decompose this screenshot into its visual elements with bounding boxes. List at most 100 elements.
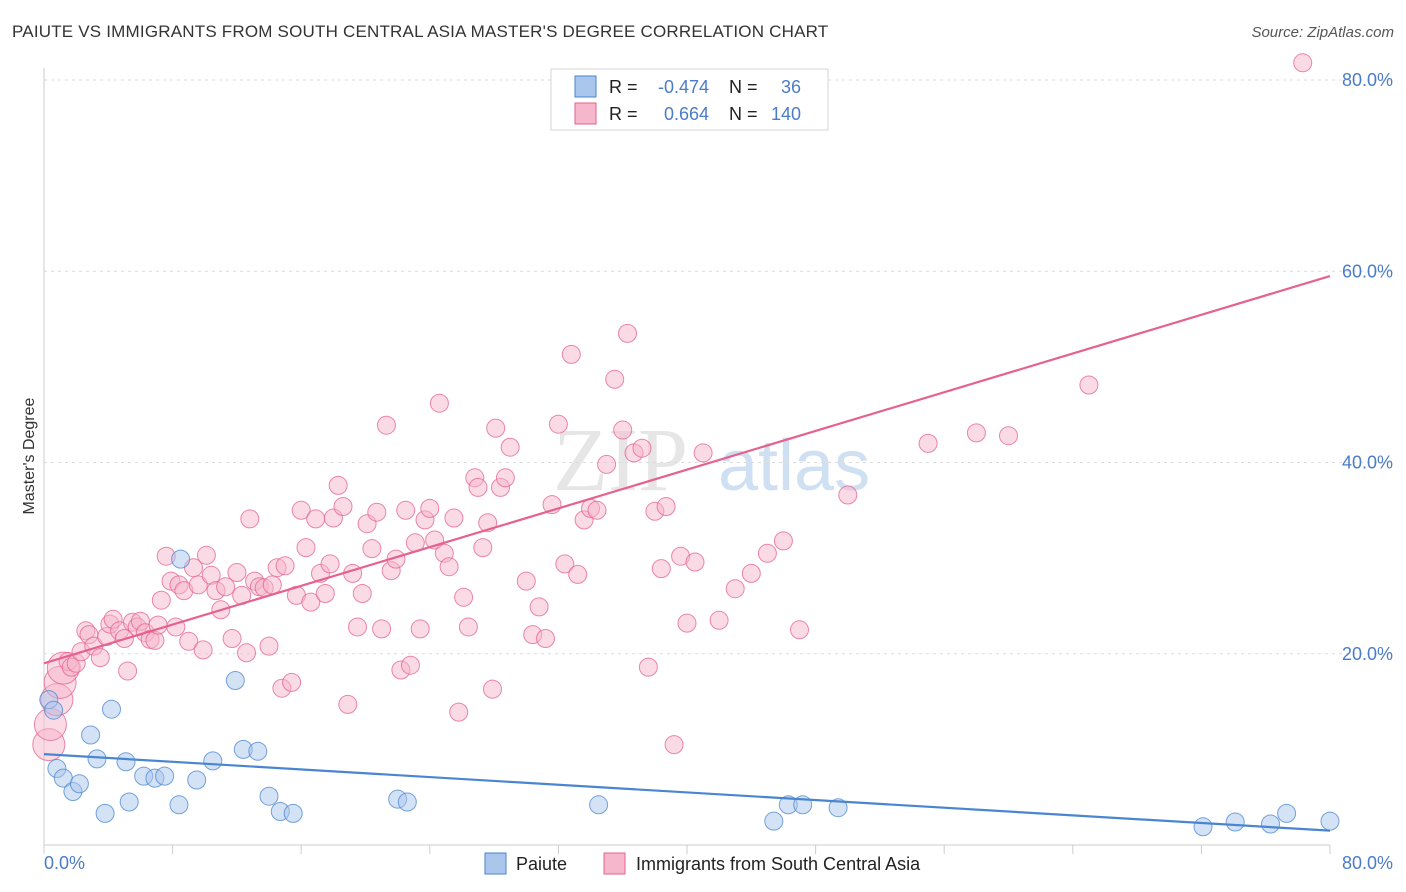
immigrants-point-103 xyxy=(529,597,549,617)
trend-lines xyxy=(43,274,1331,832)
immigrants-point-45 xyxy=(240,509,260,529)
immigrants-point-69 xyxy=(352,584,372,603)
immigrants-point-107 xyxy=(555,554,575,574)
stats-legend-immigrants-n-value: 140 xyxy=(771,104,801,124)
y-tick-label-1: 40.0% xyxy=(1342,453,1393,473)
immigrants-point-64 xyxy=(328,475,348,495)
immigrants-trend-line xyxy=(43,274,1331,665)
immigrants-point-56 xyxy=(291,500,311,520)
stats-legend-immigrants-r-label: R = xyxy=(609,104,638,124)
paiute-points xyxy=(39,549,1340,837)
paiute-point-8 xyxy=(95,803,115,823)
paiute-point-7 xyxy=(87,749,107,769)
immigrants-point-18 xyxy=(118,661,138,681)
immigrants-point-108 xyxy=(561,344,581,364)
paiute-point-28 xyxy=(764,811,784,831)
immigrants-point-131 xyxy=(757,543,777,563)
stats-legend-paiute-swatch xyxy=(574,75,597,98)
immigrants-point-136 xyxy=(966,423,986,443)
legend-immigrants-label: Immigrants from South Central Asia xyxy=(636,854,921,874)
paiute-point-1 xyxy=(44,700,64,720)
immigrants-point-62 xyxy=(320,554,340,574)
immigrants-point-129 xyxy=(725,579,745,599)
immigrants-point-26 xyxy=(151,590,171,610)
immigrants-point-24 xyxy=(145,630,165,650)
immigrants-point-36 xyxy=(196,545,216,565)
immigrants-point-112 xyxy=(587,500,607,520)
immigrants-point-118 xyxy=(632,438,652,458)
immigrants-point-134 xyxy=(838,485,858,505)
paiute-point-15 xyxy=(169,795,189,815)
paiute-point-32 xyxy=(1193,817,1213,837)
stats-legend-immigrants-n-label: N = xyxy=(729,104,758,124)
immigrants-point-54 xyxy=(282,672,302,692)
immigrants-point-72 xyxy=(367,502,387,522)
immigrants-point-83 xyxy=(420,498,440,518)
stats-legend-immigrants-swatch xyxy=(574,102,597,125)
paiute-point-34 xyxy=(1261,814,1280,834)
stats-legend-box xyxy=(550,68,829,131)
immigrants-point-133 xyxy=(790,620,809,640)
paiute-point-6 xyxy=(81,725,101,745)
immigrants-point-42 xyxy=(227,563,247,582)
immigrants-point-119 xyxy=(638,657,658,677)
immigrants-point-79 xyxy=(401,655,420,675)
y-axis-label: Master's Degree xyxy=(21,397,38,514)
y-tick-labels: 20.0% 40.0% 60.0% 80.0% xyxy=(1342,70,1393,664)
grid-lines xyxy=(44,79,1393,655)
immigrants-point-116 xyxy=(618,323,637,343)
immigrants-point-113 xyxy=(597,454,617,474)
stats-legend-paiute-n-value: 36 xyxy=(781,77,801,97)
immigrants-point-50 xyxy=(262,575,282,595)
immigrants-point-89 xyxy=(449,702,469,722)
immigrants-point-137 xyxy=(999,426,1018,446)
immigrants-point-59 xyxy=(306,509,326,529)
immigrants-point-66 xyxy=(338,694,358,714)
immigrants-point-100 xyxy=(500,437,520,457)
immigrants-point-61 xyxy=(315,584,335,603)
series-legend: Paiute Immigrants from South Central Asi… xyxy=(484,852,921,875)
immigrants-point-53 xyxy=(275,556,295,576)
immigrants-point-130 xyxy=(741,563,761,583)
paiute-point-26 xyxy=(397,792,417,812)
paiute-trend-line xyxy=(43,753,1331,832)
x-tick-label-max: 80.0% xyxy=(1342,853,1393,873)
immigrants-point-81 xyxy=(410,619,430,639)
immigrants-point-65 xyxy=(333,497,353,516)
immigrants-point-138 xyxy=(1079,375,1099,395)
immigrants-point-40 xyxy=(216,577,236,597)
immigrants-point-68 xyxy=(348,617,367,637)
stats-legend-immigrants-r-value: 0.664 xyxy=(664,104,709,124)
immigrants-point-115 xyxy=(613,420,633,440)
paiute-point-35 xyxy=(1277,803,1297,823)
immigrants-point-104 xyxy=(536,629,555,648)
immigrants-point-74 xyxy=(376,415,396,435)
immigrants-point-88 xyxy=(444,508,464,528)
immigrants-point-85 xyxy=(429,393,449,413)
paiute-point-19 xyxy=(225,671,245,690)
immigrants-point-94 xyxy=(473,538,493,558)
paiute-point-22 xyxy=(259,786,279,806)
paiute-point-27 xyxy=(589,795,609,815)
immigrants-point-41 xyxy=(222,629,242,648)
paiute-point-14 xyxy=(155,766,175,786)
chart-title: PAIUTE VS IMMIGRANTS FROM SOUTH CENTRAL … xyxy=(12,22,829,41)
immigrants-point-96 xyxy=(483,679,502,699)
legend-paiute-label: Paiute xyxy=(516,854,567,874)
paiute-point-24 xyxy=(283,803,303,823)
paiute-point-11 xyxy=(119,792,139,812)
immigrants-point-58 xyxy=(301,592,321,612)
immigrants-point-128 xyxy=(709,610,729,630)
immigrants-point-127 xyxy=(693,443,713,463)
immigrants-point-49 xyxy=(259,636,279,656)
immigrants-point-35 xyxy=(193,640,213,660)
stats-legend: R = -0.474 N = 36 R = 0.664 N = 140 xyxy=(550,68,829,131)
paiute-point-33 xyxy=(1225,812,1245,832)
source-label: Source: ZipAtlas.com xyxy=(1251,24,1394,41)
immigrants-point-123 xyxy=(664,735,684,755)
paiute-point-18 xyxy=(203,751,223,771)
immigrants-point-132 xyxy=(773,531,793,551)
paiute-point-21 xyxy=(248,741,268,761)
y-tick-label-3: 80.0% xyxy=(1342,70,1393,90)
